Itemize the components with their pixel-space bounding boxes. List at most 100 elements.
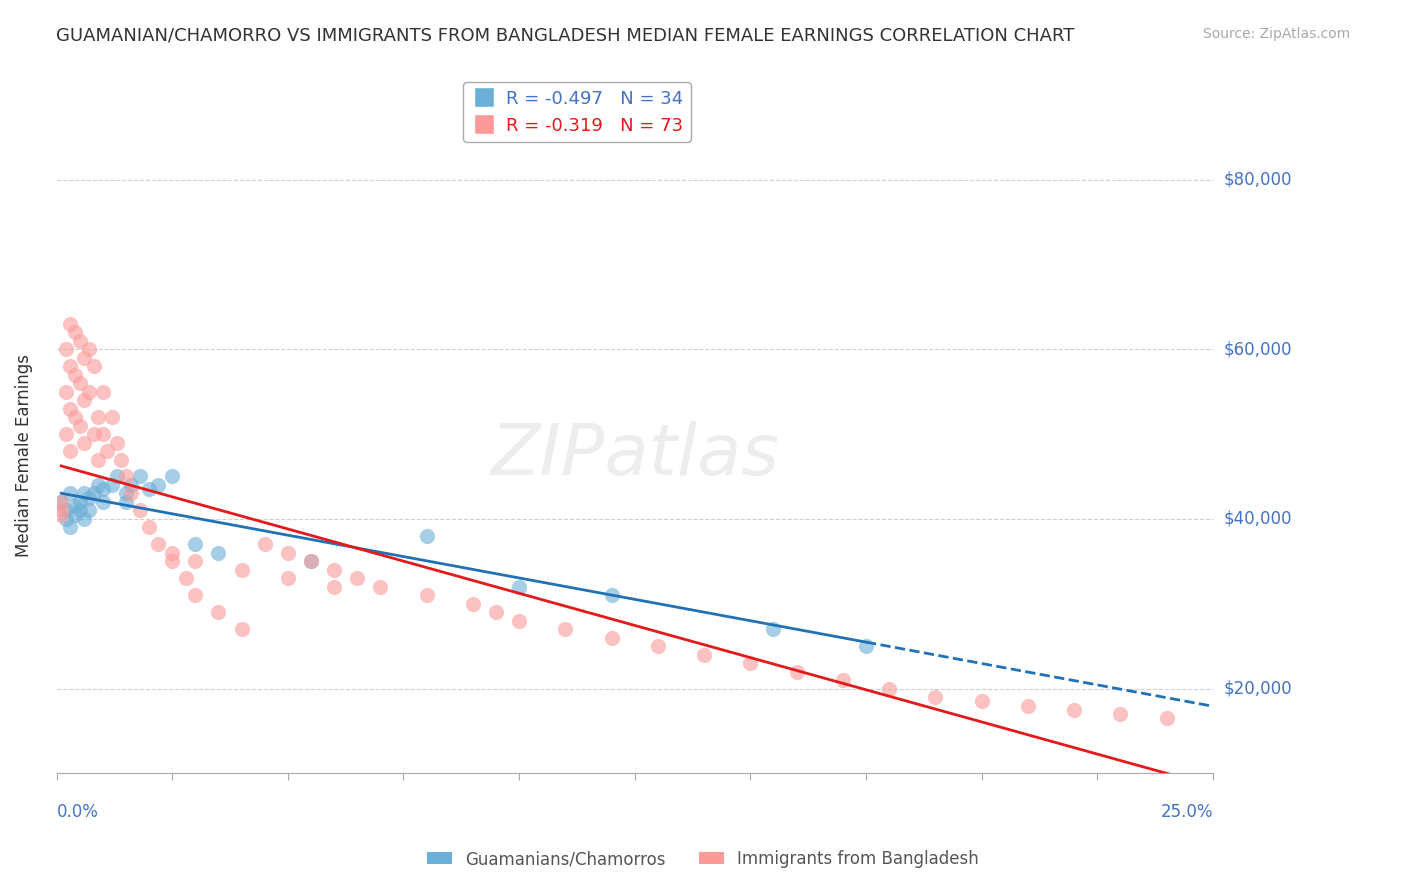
Point: [277, 571, 299, 585]
Point: [148, 478, 170, 492]
Point: [970, 694, 993, 708]
Point: [73, 435, 96, 450]
Point: [508, 614, 530, 628]
Point: [740, 656, 762, 670]
Text: 0.0%: 0.0%: [56, 803, 98, 822]
Point: [120, 478, 142, 492]
Point: [508, 580, 530, 594]
Point: [55, 503, 77, 517]
Point: [115, 486, 138, 500]
Point: [323, 580, 346, 594]
Point: [69, 334, 91, 348]
Point: [55, 342, 77, 356]
Point: [600, 588, 623, 602]
Point: [138, 520, 160, 534]
Point: [148, 537, 170, 551]
Point: [115, 469, 138, 483]
Point: [63, 368, 86, 382]
Legend: Guamanians/Chamorros, Immigrants from Bangladesh: Guamanians/Chamorros, Immigrants from Ba…: [420, 844, 986, 875]
Text: GUAMANIAN/CHAMORRO VS IMMIGRANTS FROM BANGLADESH MEDIAN FEMALE EARNINGS CORRELAT: GUAMANIAN/CHAMORRO VS IMMIGRANTS FROM BA…: [56, 27, 1074, 45]
Point: [128, 503, 150, 517]
Point: [120, 486, 142, 500]
Point: [105, 435, 128, 450]
Point: [73, 486, 96, 500]
Point: [77, 342, 100, 356]
Point: [59, 444, 82, 458]
Point: [51, 495, 73, 509]
Point: [55, 384, 77, 399]
Point: [91, 482, 114, 496]
Point: [693, 648, 716, 662]
Point: [59, 486, 82, 500]
Text: Source: ZipAtlas.com: Source: ZipAtlas.com: [1202, 27, 1350, 41]
Point: [59, 359, 82, 374]
Point: [77, 503, 100, 517]
Point: [115, 495, 138, 509]
Point: [63, 783, 86, 797]
Point: [786, 665, 808, 679]
Point: [105, 469, 128, 483]
Point: [59, 401, 82, 416]
Point: [77, 384, 100, 399]
Point: [647, 639, 669, 653]
Point: [63, 499, 86, 513]
Point: [51, 503, 73, 517]
Point: [924, 690, 946, 704]
Point: [91, 495, 114, 509]
Point: [101, 478, 124, 492]
Point: [91, 384, 114, 399]
Point: [831, 673, 853, 687]
Point: [69, 495, 91, 509]
Point: [160, 546, 183, 560]
Text: ZIPatlas: ZIPatlas: [491, 421, 779, 490]
Point: [1017, 698, 1039, 713]
Point: [63, 325, 86, 339]
Point: [63, 410, 86, 425]
Y-axis label: Median Female Earnings: Median Female Earnings: [15, 354, 32, 557]
Point: [762, 622, 785, 636]
Point: [160, 469, 183, 483]
Point: [877, 681, 900, 696]
Point: [51, 508, 73, 522]
Point: [1063, 703, 1085, 717]
Point: [207, 546, 229, 560]
Point: [128, 469, 150, 483]
Point: [110, 452, 132, 467]
Legend: R = -0.497   N = 34, R = -0.319   N = 73: R = -0.497 N = 34, R = -0.319 N = 73: [463, 82, 690, 142]
Text: $60,000: $60,000: [1225, 340, 1292, 359]
Point: [1156, 711, 1178, 725]
Point: [554, 622, 576, 636]
Point: [207, 605, 229, 619]
Point: [77, 491, 100, 505]
Point: [231, 563, 253, 577]
Point: [370, 580, 392, 594]
Point: [83, 359, 105, 374]
Point: [83, 486, 105, 500]
Point: [299, 554, 322, 568]
Point: [51, 495, 73, 509]
Point: [174, 571, 197, 585]
Point: [73, 512, 96, 526]
Point: [87, 410, 110, 425]
Point: [231, 622, 253, 636]
Point: [101, 410, 124, 425]
Point: [415, 529, 437, 543]
Point: [73, 393, 96, 408]
Point: [461, 597, 484, 611]
Point: [55, 775, 77, 789]
Point: [600, 631, 623, 645]
Point: [55, 427, 77, 442]
Point: [69, 376, 91, 391]
Point: [69, 503, 91, 517]
Point: [184, 554, 207, 568]
Point: [63, 508, 86, 522]
Point: [277, 546, 299, 560]
Text: 25.0%: 25.0%: [1160, 803, 1213, 822]
Point: [415, 588, 437, 602]
Point: [69, 418, 91, 433]
Point: [87, 478, 110, 492]
Point: [55, 512, 77, 526]
Point: [184, 588, 207, 602]
Point: [83, 427, 105, 442]
Point: [87, 452, 110, 467]
